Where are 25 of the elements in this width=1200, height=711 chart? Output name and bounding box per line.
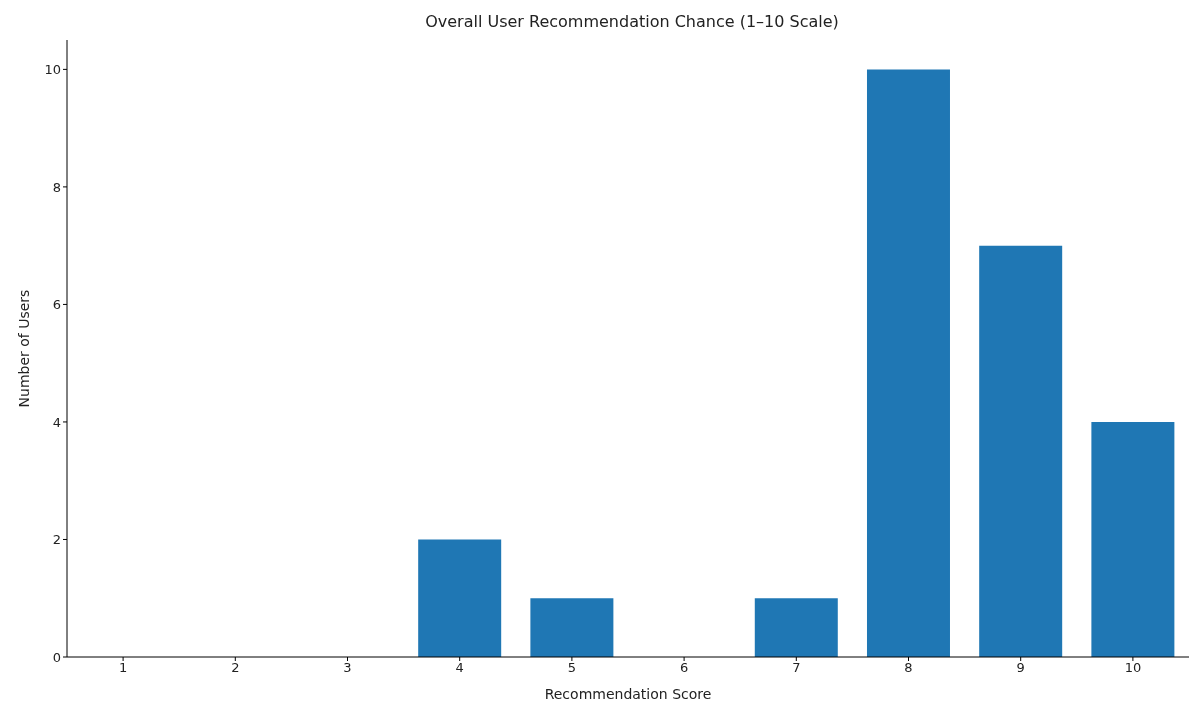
y-tick-label: 10 xyxy=(44,62,61,77)
x-tick-label: 2 xyxy=(231,660,240,676)
bar xyxy=(979,245,1063,657)
y-axis-title: Number of Users xyxy=(16,289,32,408)
y-tick-label: 4 xyxy=(52,414,61,430)
x-tick-label: 8 xyxy=(904,660,913,676)
x-tick-label: 5 xyxy=(567,660,577,676)
bar xyxy=(866,69,950,657)
x-tick-label: 7 xyxy=(792,660,801,676)
y-tick-label: 6 xyxy=(52,297,61,313)
y-tick-label: 8 xyxy=(52,179,61,195)
x-tick-label: 4 xyxy=(455,660,464,676)
x-tick-label: 6 xyxy=(679,660,689,676)
y-tick-label: 2 xyxy=(52,532,61,548)
bar xyxy=(1091,421,1175,657)
chart-title: Overall User Recommendation Chance (1–10 Scale) xyxy=(424,12,840,31)
x-tick-label: 3 xyxy=(343,660,352,676)
x-tick-label: 10 xyxy=(1124,660,1142,676)
x-tick-label: 1 xyxy=(118,660,128,676)
y-tick-label: 0 xyxy=(52,649,61,665)
x-tick-label: 9 xyxy=(1016,660,1025,676)
bar xyxy=(530,598,614,657)
bar xyxy=(418,539,502,657)
bar xyxy=(754,598,838,657)
x-axis-title: Recommendation Score xyxy=(544,686,712,702)
